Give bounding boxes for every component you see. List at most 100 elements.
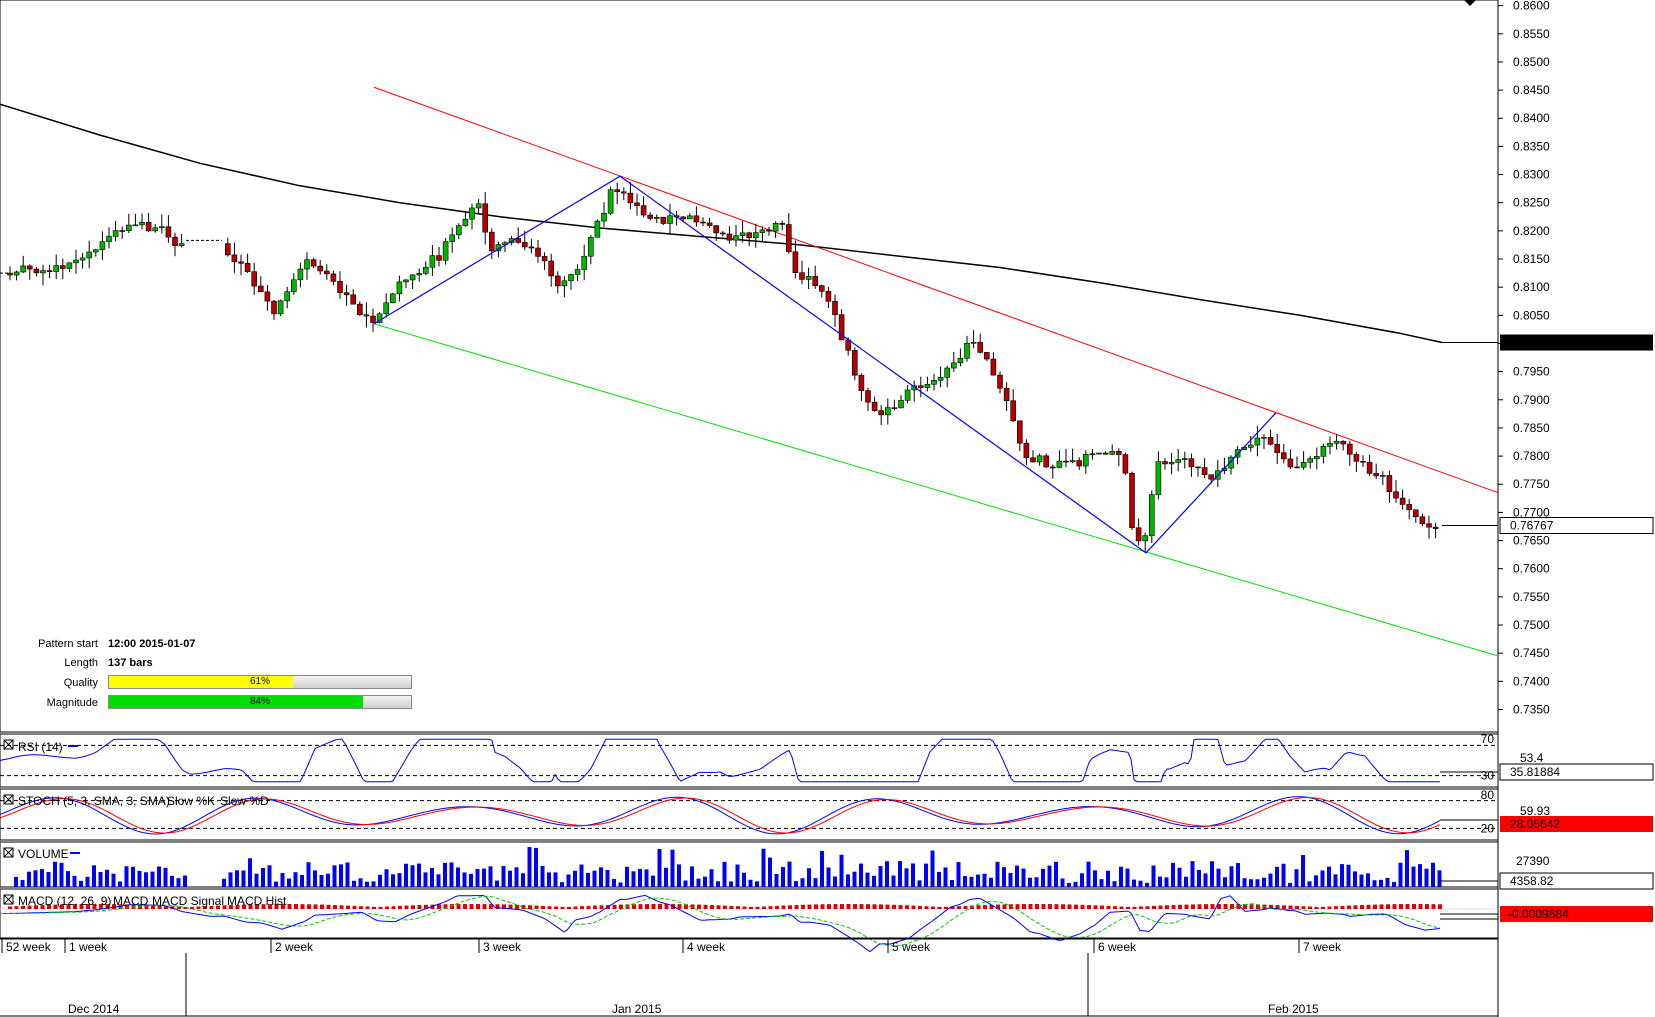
scroll-marker (1464, 0, 1476, 6)
macd-hist-bar (73, 904, 77, 909)
candle-down (330, 273, 337, 282)
candle-down (990, 358, 997, 376)
month-label: Jan 2015 (612, 1002, 662, 1016)
candle-down (1162, 461, 1168, 465)
candle-down (172, 236, 178, 247)
candle-down (59, 265, 66, 269)
volume-bar (839, 854, 844, 887)
week-label: 52 week (6, 940, 52, 954)
macd-hist-bar (1210, 904, 1215, 909)
macd-hist-bar (287, 904, 292, 909)
volume-bar (612, 878, 616, 887)
macd-hist-bar (1067, 904, 1072, 909)
candle-down (26, 265, 33, 270)
candle-down (225, 243, 231, 256)
volume-bar (144, 872, 148, 887)
macd-hist-bar (359, 906, 363, 909)
macd-hist-bar (196, 906, 201, 909)
macd-hist-bar (1314, 906, 1319, 909)
macd-hist-bar (1139, 906, 1143, 909)
volume-bar (306, 862, 311, 887)
quality-label: Quality (63, 677, 98, 689)
candle-up (53, 265, 60, 272)
volume-bar (1392, 881, 1396, 887)
candle-down (310, 259, 317, 267)
volume-bar (1288, 882, 1292, 887)
macd-hist-bar (21, 905, 25, 909)
volume-bar (755, 881, 759, 887)
volume-bar (131, 866, 135, 887)
volume-bar (443, 862, 447, 887)
candle-down (719, 232, 726, 235)
macd-hist-bar (658, 904, 662, 909)
macd-hist-bar (40, 905, 45, 909)
volume-bar (423, 872, 428, 887)
candle-down (858, 374, 865, 391)
price-tick-label: 0.8600 (1513, 0, 1550, 13)
price-tick-label: 0.7700 (1513, 505, 1550, 519)
candle-down (627, 192, 634, 204)
candle-down (634, 202, 640, 206)
candle-down (865, 390, 871, 403)
volume-bar (469, 873, 473, 887)
volume-bar (735, 864, 740, 887)
macd-hist-bar (1106, 905, 1111, 909)
macd-hist-bar (398, 905, 402, 909)
macd-hist-legend: MACD Hist (227, 894, 287, 908)
macd-hist-bar (1113, 906, 1117, 909)
stoch-level-80-label: 80 (1481, 788, 1495, 802)
ma-price-tag (1500, 334, 1653, 351)
volume-bar (501, 866, 506, 887)
macd-hist-bar (963, 905, 968, 909)
candle-up (1036, 455, 1043, 463)
candle-down (647, 214, 654, 219)
macd-hist-bar (1145, 906, 1150, 909)
volume-bar (1281, 863, 1286, 887)
candle-down (1386, 475, 1393, 493)
candle-up (884, 407, 891, 416)
candle-up (601, 212, 607, 222)
macd-hist-bar (989, 904, 994, 909)
macd-hist-bar (372, 906, 376, 909)
volume-bar (495, 880, 499, 887)
volume-bar (1112, 881, 1117, 887)
candle-up (376, 313, 383, 323)
volume-bar (157, 866, 161, 887)
candle-up (1380, 475, 1386, 477)
macd-hist-bar (1301, 906, 1306, 909)
macd-hist-bar (417, 905, 422, 909)
volume-bar (670, 849, 675, 887)
macd-hist-bar (502, 904, 506, 909)
stoch-title: STOCH (5, 3, SMA, 3, SMA) (18, 794, 170, 808)
candle-down (917, 385, 924, 388)
macd-hist-bar (768, 906, 773, 909)
volume-bar (846, 874, 850, 887)
volume-bar (605, 870, 610, 887)
macd-hist-bar (1191, 904, 1195, 909)
volume-bar (1138, 880, 1143, 887)
volume-bar (579, 864, 584, 887)
volume-bar (833, 876, 837, 887)
week-label: 7 week (1303, 940, 1342, 954)
price-tags: 0.80017 0.76767 (1442, 334, 1654, 535)
volume-bar (456, 867, 460, 887)
volume-bar (742, 872, 746, 887)
volume-bar (79, 880, 83, 887)
volume-bar (1431, 862, 1435, 887)
macd-hist-bar (885, 904, 890, 909)
volume-bar (436, 874, 441, 887)
macd-hist-bar (27, 905, 32, 909)
candle-down (1050, 466, 1056, 469)
macd-hist-bar (203, 906, 207, 909)
candle-up (99, 241, 106, 250)
candle-down (1281, 452, 1287, 460)
candle-up (469, 207, 475, 220)
volume-bar (417, 863, 421, 887)
macd-hist-bar (749, 906, 753, 909)
volume-bar (339, 864, 343, 887)
candle-up (403, 279, 409, 283)
volume-bar (1008, 873, 1013, 887)
volume-bar (1294, 869, 1299, 887)
volume-bar (1255, 879, 1260, 887)
